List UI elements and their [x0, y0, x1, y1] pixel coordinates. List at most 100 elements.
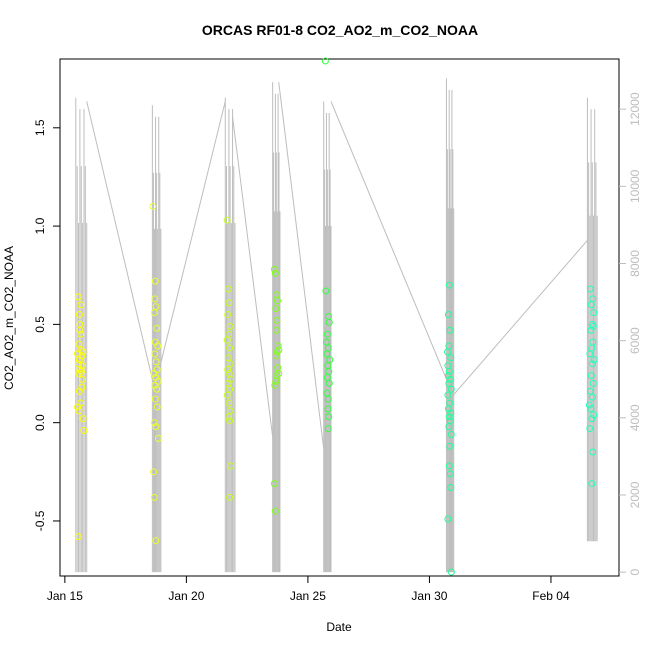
y-tick-label: 0.0: [33, 414, 47, 431]
data-point: [223, 336, 231, 344]
data-point: [74, 293, 82, 301]
y-axis-label: CO2_AO2_m_CO2_NOAA: [2, 246, 16, 390]
data-point: [323, 350, 331, 358]
data-point: [78, 375, 86, 383]
data-point: [590, 356, 598, 364]
data-point: [75, 356, 83, 364]
data-point: [151, 381, 159, 389]
data-point: [152, 423, 160, 431]
data-point: [272, 352, 280, 360]
data-point: [447, 484, 455, 492]
y2-axis: 0 2000 4000 6000 8000 10000 12000: [619, 92, 642, 575]
data-point: [588, 360, 596, 368]
data-point: [275, 346, 283, 354]
altitude-transit-line: [232, 116, 274, 438]
altitude-lines: [75, 78, 598, 573]
data-point: [151, 350, 159, 358]
data-point: [324, 395, 332, 403]
data-point: [150, 493, 158, 501]
data-point: [445, 379, 453, 387]
chart-title: ORCAS RF01-8 CO2_AO2_m_CO2_NOAA: [202, 22, 478, 38]
data-point: [273, 316, 281, 324]
y2-tick-label: 6000: [628, 327, 642, 354]
data-point: [588, 480, 596, 488]
data-point: [226, 360, 234, 368]
data-point: [150, 370, 158, 378]
data-point: [224, 366, 232, 374]
data-point: [447, 409, 455, 417]
data-point: [444, 371, 452, 379]
data-point: [585, 401, 593, 409]
data-point: [75, 407, 83, 415]
data-point: [588, 393, 596, 401]
data-point: [325, 379, 333, 387]
data-point: [153, 385, 161, 393]
data-point: [445, 368, 453, 376]
data-point: [153, 366, 161, 374]
y-tick-label: -0.5: [33, 510, 47, 531]
data-point: [323, 330, 331, 338]
data-point: [225, 299, 233, 307]
data-point: [152, 358, 160, 366]
data-point: [325, 413, 333, 421]
data-point: [325, 318, 333, 326]
data-point: [444, 391, 452, 399]
data-point: [151, 295, 159, 303]
data-point: [150, 468, 158, 476]
data-point: [77, 330, 85, 338]
data-point: [447, 568, 455, 576]
data-point: [590, 309, 598, 317]
plot-frame: [59, 58, 620, 577]
data-point: [223, 216, 231, 224]
data-point: [154, 434, 162, 442]
data-point: [151, 395, 159, 403]
altitude-transit-line: [86, 101, 153, 380]
data-point: [226, 322, 234, 330]
data-point: [226, 417, 234, 425]
data-point: [443, 348, 451, 356]
y-axis: -0.5 0.0 0.5 1.0 1.5: [33, 119, 60, 531]
data-point: [75, 387, 83, 395]
data-point: [80, 427, 88, 435]
data-point: [445, 413, 453, 421]
data-point: [75, 370, 83, 378]
data-point: [274, 297, 282, 305]
altitude-transit-line: [453, 240, 588, 395]
data-point: [587, 371, 595, 379]
data-point: [272, 377, 280, 385]
data-point: [76, 366, 84, 374]
data-point: [587, 405, 595, 413]
data-point: [154, 377, 162, 385]
y-tick-label: 1.0: [33, 217, 47, 234]
y-tick-label: 0.5: [33, 316, 47, 333]
data-point: [224, 285, 232, 293]
data-point: [444, 311, 452, 319]
altitude-transit-line: [278, 82, 325, 449]
altitude-transit-line: [159, 101, 226, 368]
data-point: [150, 419, 158, 427]
data-point: [324, 425, 332, 433]
x-tick-label: Jan 15: [47, 589, 83, 603]
data-point: [270, 480, 278, 488]
data-point: [446, 326, 454, 334]
y2-tick-label: 12000: [628, 92, 642, 126]
data-point: [227, 462, 235, 470]
data-point: [586, 285, 594, 293]
data-point: [223, 391, 231, 399]
data-point: [446, 442, 454, 450]
data-point: [79, 348, 87, 356]
data-point: [447, 354, 455, 362]
data-point: [152, 537, 160, 545]
x-axis-label: Date: [326, 620, 352, 634]
data-point: [271, 507, 279, 515]
data-point: [589, 379, 597, 387]
data-point: [151, 277, 159, 285]
data-point: [271, 381, 279, 389]
data-point: [272, 305, 280, 313]
altitude-transit-line: [330, 101, 447, 380]
data-point: [224, 311, 232, 319]
x-axis: Jan 15 Jan 20 Jan 25 Jan 30 Feb 04: [47, 575, 570, 603]
x-tick-label: Jan 25: [290, 589, 326, 603]
y2-tick-label: 0: [628, 568, 642, 575]
